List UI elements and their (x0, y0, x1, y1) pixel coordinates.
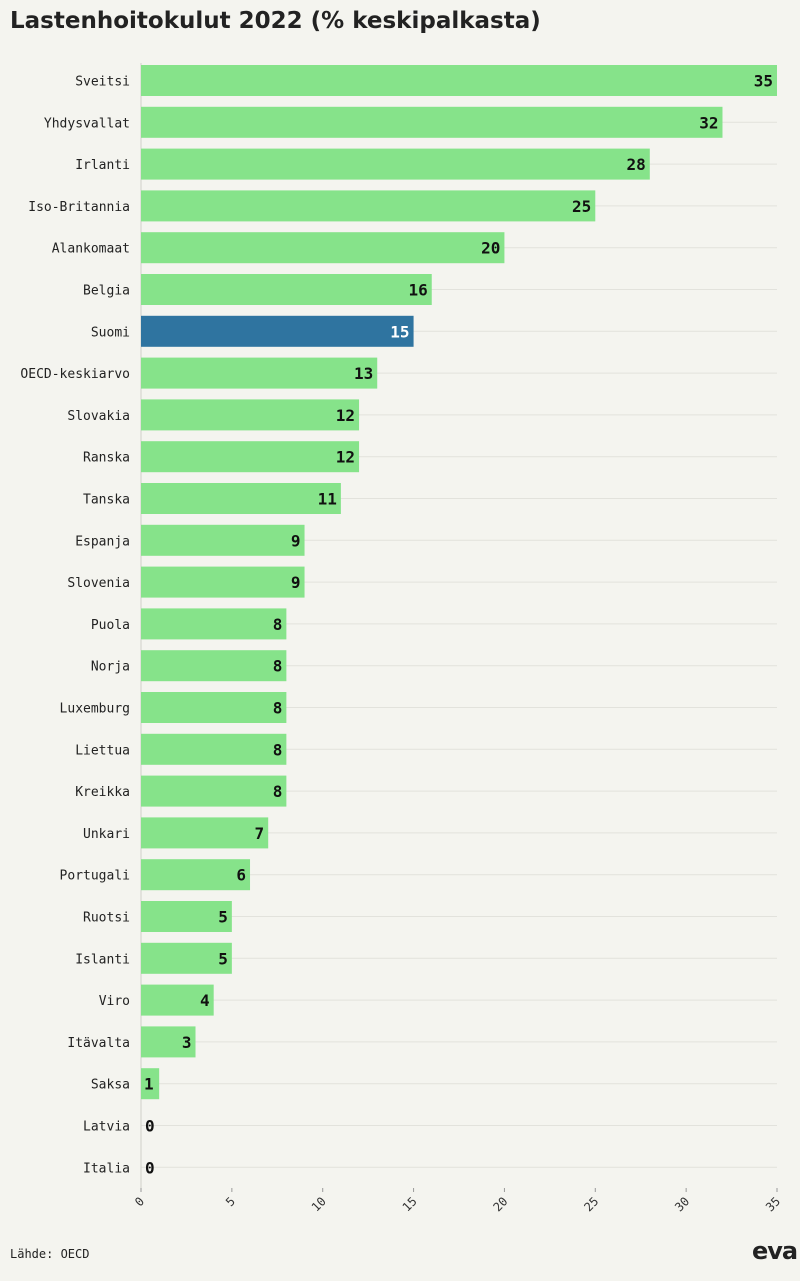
category-label: Slovenia (67, 576, 130, 591)
bar-alankomaat (141, 232, 505, 264)
category-label: Islanti (75, 952, 130, 967)
category-label: Espanja (75, 534, 130, 549)
category-label: Viro (99, 994, 130, 1009)
value-label: 35 (754, 72, 773, 91)
category-label: Latvia (83, 1120, 130, 1135)
value-label: 8 (273, 740, 283, 759)
category-label: Kreikka (75, 785, 130, 800)
category-label: Ruotsi (83, 911, 130, 926)
bar-slovenia (141, 566, 305, 598)
tick-label: 35 (763, 1194, 783, 1214)
value-label: 16 (408, 281, 427, 300)
value-label: 1 (144, 1075, 154, 1094)
value-label: 9 (291, 573, 301, 592)
category-label: Yhdysvallat (44, 116, 130, 131)
category-label: Iso-Britannia (28, 200, 130, 215)
value-label: 11 (318, 490, 337, 509)
bar-unkari (141, 817, 269, 849)
value-label: 6 (236, 866, 246, 885)
bar-sveitsi (141, 65, 777, 96)
value-label: 15 (390, 322, 409, 341)
bar-iso-britannia (141, 190, 596, 222)
bar-norja (141, 650, 287, 682)
value-label: 8 (273, 782, 283, 801)
tick-label: 5 (223, 1194, 238, 1209)
value-label: 3 (182, 1033, 192, 1052)
value-label: 8 (273, 615, 283, 634)
value-label: 8 (273, 699, 283, 718)
tick-label: 20 (490, 1194, 510, 1214)
category-label: Sveitsi (75, 75, 130, 90)
category-label: Liettua (75, 743, 130, 758)
bar-ruotsi (141, 901, 232, 932)
category-label: Irlanti (75, 158, 130, 173)
value-label: 28 (627, 155, 646, 174)
bar-puola (141, 608, 287, 640)
category-label: Unkari (83, 827, 130, 842)
category-label: Norja (91, 660, 130, 675)
category-label: OECD-keskiarvo (20, 367, 130, 382)
bar-luxemburg (141, 692, 287, 723)
bar-portugali (141, 859, 251, 891)
bar-saksa (141, 1068, 160, 1100)
category-label: Itävalta (67, 1036, 130, 1051)
bars (141, 65, 777, 1100)
value-label: 0 (145, 1117, 155, 1136)
tick-label: 0 (132, 1194, 147, 1209)
value-label: 9 (291, 531, 301, 550)
value-label: 32 (699, 113, 718, 132)
value-label: 12 (336, 406, 355, 425)
value-label: 25 (572, 197, 591, 216)
value-label: 0 (145, 1158, 155, 1177)
value-label: 5 (218, 949, 228, 968)
category-label: Suomi (91, 325, 130, 340)
source-note: Lähde: OECD (10, 1247, 90, 1261)
category-label: Italia (83, 1161, 130, 1176)
value-label: 12 (336, 448, 355, 467)
category-label: Alankomaat (52, 242, 130, 257)
bar-itävalta (141, 1026, 196, 1058)
bar-espanja (141, 524, 305, 556)
value-label: 4 (200, 991, 210, 1010)
tick-label: 15 (400, 1194, 420, 1214)
value-labels: 35 32 28 25 20 16 15 13 12 12 11 9 9 8 8 8 8 8 7 6 5 5 4 3 1 0 0 (144, 72, 773, 1178)
bar-belgia (141, 274, 432, 305)
bar-viro (141, 984, 214, 1016)
bar-kreikka (141, 775, 287, 807)
category-label: Belgia (83, 284, 130, 299)
value-label: 13 (354, 364, 373, 383)
chart-title: Lastenhoitokulut 2022 (% keskipalkasta) (10, 8, 541, 34)
tick-label: 30 (672, 1194, 692, 1214)
bar-tanska (141, 483, 341, 514)
value-label: 20 (481, 239, 500, 258)
category-label: Tanska (83, 493, 130, 508)
category-label: Ranska (83, 451, 130, 466)
x-axis-ticks: 0 5 10 15 20 25 30 35 (132, 1188, 783, 1214)
value-label: 5 (218, 908, 228, 927)
bar-islanti (141, 942, 232, 974)
bar-ranska (141, 441, 360, 473)
category-labels: Sveitsi Yhdysvallat Irlanti Iso-Britannia Al… (20, 75, 130, 1177)
tick-label: 25 (581, 1194, 601, 1214)
bar-irlanti (141, 148, 650, 180)
category-label: Saksa (91, 1078, 130, 1093)
bar-liettua (141, 733, 287, 765)
bar-slovakia (141, 399, 360, 431)
eva-logo: eva (752, 1237, 798, 1265)
category-label: Puola (91, 618, 130, 633)
value-label: 7 (255, 824, 265, 843)
tick-label: 10 (309, 1194, 329, 1214)
bar-suomi (141, 315, 414, 347)
bar-chart: Sveitsi Yhdysvallat Irlanti Iso-Britannia Al… (20, 63, 783, 1214)
category-label: Portugali (60, 869, 130, 884)
category-label: Luxemburg (60, 702, 130, 717)
category-label: Slovakia (67, 409, 130, 424)
bar-oecd-keskiarvo (141, 357, 378, 389)
bar-yhdysvallat (141, 106, 723, 138)
value-label: 8 (273, 657, 283, 676)
